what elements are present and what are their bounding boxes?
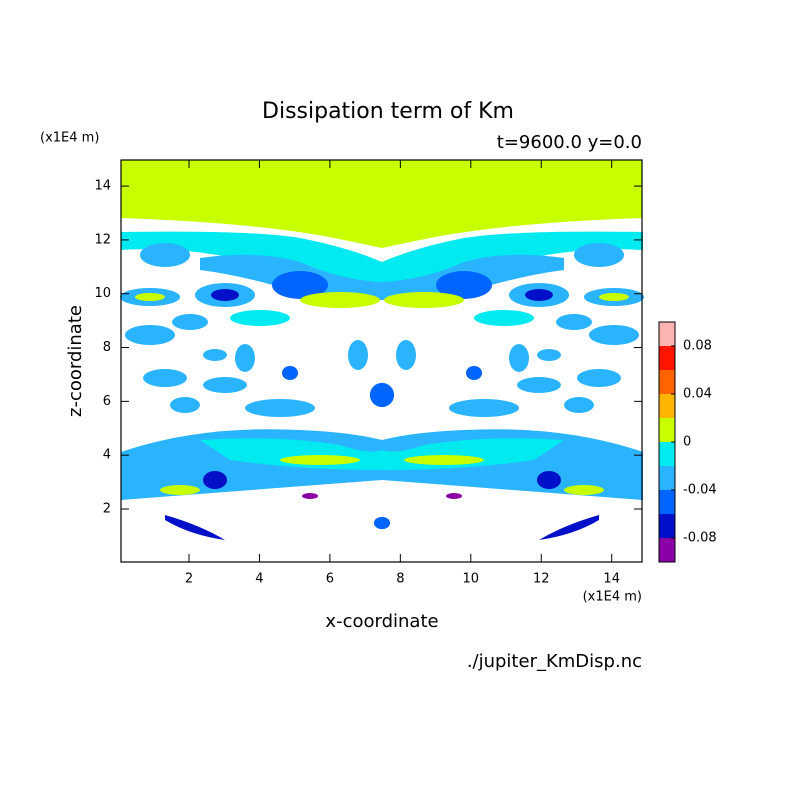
x-axis-label: x-coordinate [325, 611, 438, 632]
contour-blob [170, 397, 200, 413]
colorbar-band [659, 322, 675, 346]
y-unit: (x1E4 m) [40, 131, 99, 146]
contour-blob [160, 485, 200, 495]
colorbar-band [659, 394, 675, 418]
contour-blob [245, 399, 315, 417]
x-tick-label: 6 [326, 572, 334, 587]
colorbar-band [659, 514, 675, 538]
y-tick-label: 14 [94, 179, 111, 194]
plot-frame [120, 159, 643, 563]
colorbar-band [659, 418, 675, 442]
y-tick-label: 12 [94, 232, 111, 247]
y-tick-label: 10 [94, 286, 111, 301]
chart-subtitle: t=9600.0 y=0.0 [497, 132, 642, 153]
chart-title: Dissipation term of Km [262, 99, 514, 124]
contour-blob [172, 314, 208, 330]
contour-blob [203, 349, 227, 361]
contour-blob [203, 377, 247, 393]
contour-blob [280, 455, 360, 465]
contour-field [120, 160, 644, 562]
colorbar-tick-label: -0.04 [683, 483, 717, 498]
contour-blob [230, 310, 290, 326]
contour-blob [282, 366, 298, 380]
contour-blob [140, 243, 190, 267]
y-axis-label: z-coordinate [65, 305, 86, 417]
contour-blob [272, 271, 328, 299]
y-tick-label: 4 [103, 448, 111, 463]
colorbar-band [659, 490, 675, 514]
contour-blob [348, 340, 368, 370]
contour-blob [165, 515, 225, 540]
contour-blob [143, 369, 187, 387]
contour-blob [135, 293, 165, 301]
x-unit: (x1E4 m) [583, 590, 642, 605]
source-label: ./jupiter_KmDisp.nc [467, 651, 642, 672]
contour-blob [125, 325, 175, 345]
colorbar-tick-label: 0.04 [683, 387, 712, 402]
colorbar-band [659, 346, 675, 370]
y-tick-label: 6 [103, 394, 111, 409]
x-tick-label: 2 [185, 572, 193, 587]
colorbar-band [659, 466, 675, 490]
x-tick-label: 10 [463, 572, 480, 587]
contour-top [121, 160, 642, 248]
x-tick-label: 12 [533, 572, 550, 587]
y-tick-label: 8 [103, 340, 111, 355]
contour-blob [302, 493, 318, 499]
colorbar-band [659, 538, 675, 562]
contour-blob [300, 292, 380, 308]
x-tick-label: 4 [255, 572, 263, 587]
contour-blob [235, 344, 255, 372]
y-tick-label: 2 [103, 501, 111, 516]
colorbar-tick-label: 0.08 [683, 339, 712, 354]
x-tick-label: 14 [603, 572, 620, 587]
contour-blob [203, 471, 227, 489]
colorbar-band [659, 442, 675, 466]
colorbar-tick-label: -0.08 [683, 531, 717, 546]
colorbar-band [659, 370, 675, 394]
colorbar-tick-label: 0 [683, 435, 691, 450]
x-tick-label: 8 [396, 572, 404, 587]
contour-blob [211, 289, 239, 301]
